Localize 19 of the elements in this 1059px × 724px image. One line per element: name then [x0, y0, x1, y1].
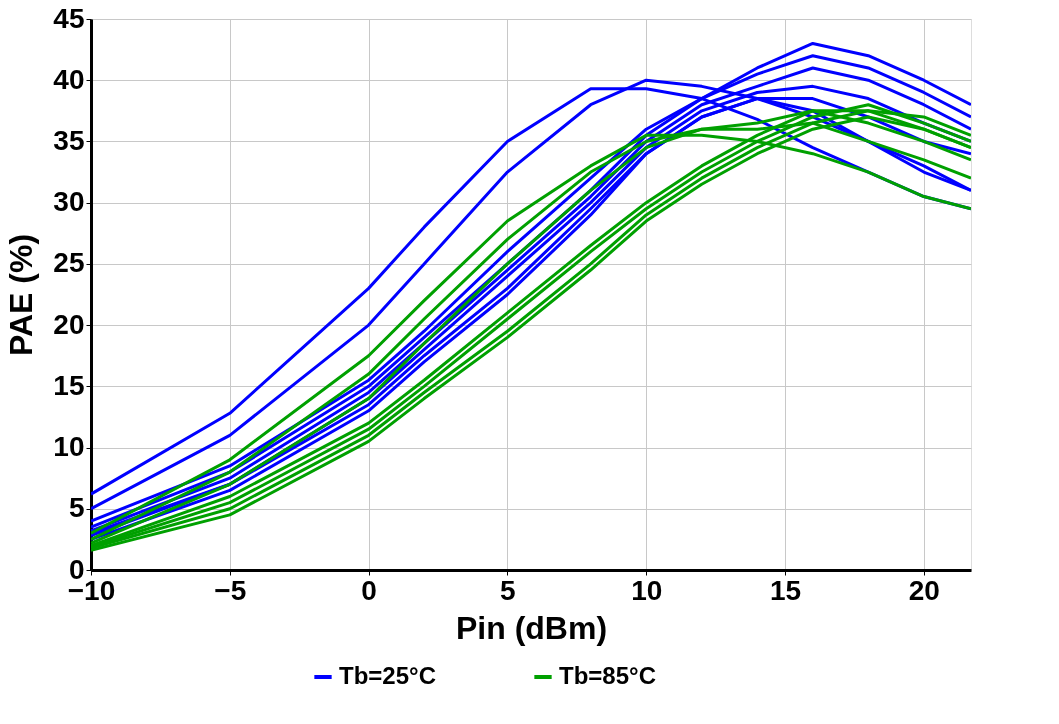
y-tick-label: 15 — [53, 369, 85, 401]
x-tick-label: 20 — [908, 574, 940, 606]
y-tick-label: 35 — [53, 124, 85, 156]
x-tick-label: 10 — [631, 574, 663, 606]
y-tick-label: 45 — [53, 2, 85, 34]
y-tick-label: 10 — [53, 431, 85, 463]
x-tick-label: −5 — [214, 574, 247, 606]
x-tick-label: 5 — [500, 574, 516, 606]
y-tick-label: 30 — [53, 186, 85, 218]
y-axis-title: PAE (%) — [3, 233, 40, 357]
y-tick-label: 25 — [53, 247, 85, 279]
x-axis-title: Pin (dBm) — [455, 609, 608, 646]
x-tick-label: 0 — [361, 574, 377, 606]
legend-label: Tb=25°C — [339, 662, 436, 689]
y-tick-label: 5 — [68, 492, 85, 524]
y-tick-label: 40 — [53, 63, 85, 95]
x-tick-label: 15 — [769, 574, 802, 606]
legend-label: Tb=85°C — [559, 662, 656, 689]
y-tick-label: 20 — [53, 308, 85, 340]
